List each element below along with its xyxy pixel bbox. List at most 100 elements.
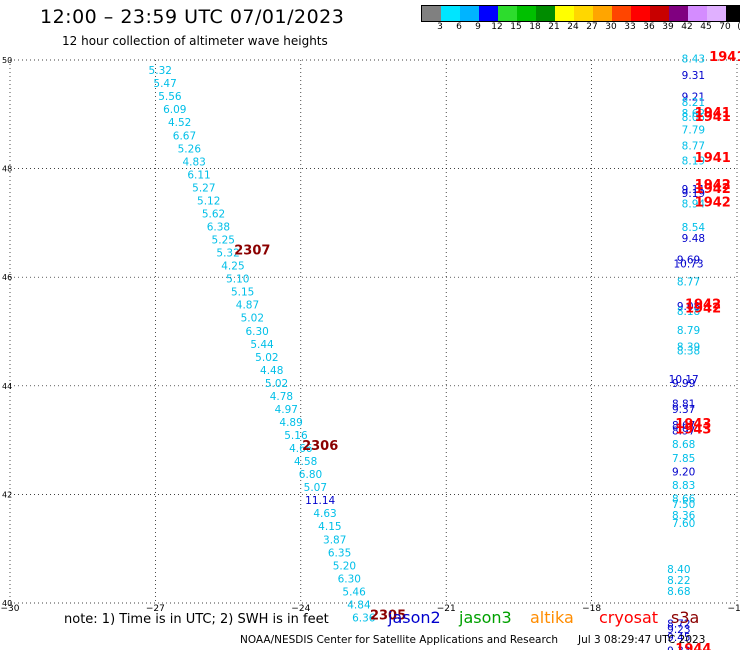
- colorbar-label: 9: [475, 22, 481, 32]
- y-tick-label: 46: [2, 273, 12, 282]
- wave-height-value: 6.36: [352, 612, 376, 624]
- pass-time-label: 1941: [695, 106, 731, 121]
- satellite-legend-cryosat: cryosat: [599, 608, 659, 627]
- wave-height-value: 6.11: [187, 169, 210, 181]
- wave-height-value: 9.23: [667, 624, 690, 636]
- colorbar-label: 45: [700, 22, 712, 32]
- wave-height-value: 9.45: [667, 632, 690, 644]
- wave-height-value: 7.50: [672, 499, 695, 511]
- wave-height-value: 4.78: [270, 391, 293, 403]
- wave-height-value: 5.02: [255, 352, 278, 364]
- wave-height-value: 10.17: [669, 374, 699, 386]
- colorbar-swatch: #ffd700: [574, 6, 593, 21]
- wave-height-value: 4.66: [289, 443, 313, 455]
- wave-height-value: 8.18: [677, 306, 700, 318]
- colorbar-label: 70: [719, 22, 731, 32]
- wave-height-value: 4.63: [313, 508, 336, 520]
- colorbar-swatch: #ffff00: [555, 6, 574, 21]
- wave-height-value: 6.09: [163, 104, 186, 116]
- x-tick-label: −18: [582, 604, 601, 614]
- wave-height-value: 6.38: [207, 222, 230, 234]
- wave-height-value: 9.21: [682, 92, 705, 104]
- wave-height-value: 5.27: [192, 182, 215, 194]
- wave-height-value: 3.87: [323, 534, 346, 546]
- wave-height-value: 4.83: [182, 156, 205, 168]
- colorbar-swatch: #e0b0ff: [707, 6, 726, 21]
- wave-height-value: 8.68: [667, 586, 690, 598]
- pass-time-label: 1942: [695, 196, 731, 211]
- satellite-legend-jason3: jason3: [459, 608, 512, 627]
- pass-time-label: 1941: [695, 110, 731, 125]
- colorbar-swatch: #808080: [422, 6, 441, 21]
- wave-height-value: 4.89: [279, 417, 302, 429]
- colorbar-label: 27: [586, 22, 598, 32]
- wave-height-value: 8.22: [667, 575, 690, 587]
- colorbar-swatch: #ffa500: [593, 6, 612, 21]
- wave-height-value: 8.79: [677, 325, 700, 337]
- y-tick-label: 44: [2, 382, 12, 391]
- pass-time-label: 1943: [675, 423, 711, 438]
- pass-time-label: 1943: [675, 417, 711, 432]
- wave-height-value: 8.05: [682, 112, 705, 124]
- wave-height-value: 9.20: [672, 466, 695, 478]
- wave-height-value: 8.81: [672, 399, 695, 411]
- wave-height-value: 9.37: [672, 404, 695, 416]
- colorbar-label: 30: [605, 22, 617, 32]
- wave-height-value: 8.38: [677, 345, 700, 357]
- wave-height-value: 8.67: [672, 420, 695, 432]
- credit-text: NOAA/NESDIS Center for Satellite Applica…: [240, 634, 558, 646]
- wave-height-value: 8.36: [672, 510, 696, 522]
- wave-height-value: 8.83: [672, 480, 695, 492]
- colorbar-label: 42: [681, 22, 693, 32]
- colorbar-label: (ft): [737, 22, 740, 32]
- colorbar-swatch: #000000: [726, 6, 740, 21]
- colorbar-swatch: #0000ff: [479, 6, 498, 21]
- x-tick-label: −27: [146, 604, 165, 614]
- wave-height-value: 4.15: [318, 521, 341, 533]
- wave-height-value: 8.21: [682, 97, 705, 109]
- pass-time-label: 1941: [695, 151, 731, 166]
- pass-time-label: 2306: [302, 439, 338, 454]
- satellite-legend-jason2: jason2: [388, 608, 441, 627]
- wave-height-value: 4.97: [275, 404, 298, 416]
- wave-height-value: 9.31: [682, 70, 705, 82]
- wave-height-value: 4.25: [221, 261, 244, 273]
- wave-height-value: 8.43: [682, 54, 705, 66]
- wave-height-value: 8.94: [682, 199, 706, 211]
- colorbar-swatch: #2ddc2d: [498, 6, 517, 21]
- y-tick-label: 40: [2, 599, 12, 608]
- wave-height-value: 9.48: [682, 233, 705, 245]
- wave-height-value: 5.46: [342, 586, 366, 598]
- wave-height-value: 9.69: [677, 255, 700, 267]
- colorbar-label: 6: [456, 22, 462, 32]
- wave-height-value: 5.20: [333, 560, 356, 572]
- wave-height-value: 4.84: [347, 599, 371, 611]
- colorbar-label: 15: [510, 22, 522, 32]
- wave-height-value: 8.66: [672, 494, 696, 506]
- satellite-legend-altika: altika: [530, 608, 574, 627]
- pass-time-label: 1942: [685, 298, 721, 313]
- wave-height-value: 11.14: [305, 495, 335, 507]
- colorbar-label: 39: [662, 22, 674, 32]
- pass-time-label: 2307: [234, 243, 270, 258]
- x-tick-label: −24: [291, 604, 310, 614]
- y-tick-label: 50: [2, 56, 12, 65]
- page-subtitle: 12 hour collection of altimeter wave hei…: [62, 34, 328, 48]
- colorbar-swatch: #ff4500: [612, 6, 631, 21]
- y-tick-label: 48: [2, 165, 12, 174]
- wave-height-value: 8.39: [677, 342, 700, 354]
- wave-height-value: 8.62: [682, 108, 705, 120]
- wave-height-value: 9.99: [672, 378, 695, 390]
- wave-height-value: 5.62: [202, 208, 225, 220]
- wave-height-value: 7.79: [682, 124, 705, 136]
- wave-height-value: 8.68: [672, 439, 695, 451]
- colorbar: #808080#00e5ff#00b4ff#0000ff#2ddc2d#00c0…: [421, 5, 740, 22]
- wave-height-value: 5.47: [153, 78, 176, 90]
- colorbar-swatch: #ff0000: [631, 6, 650, 21]
- wave-height-value: 8.77: [677, 276, 700, 288]
- colorbar-swatch: #800080: [669, 6, 688, 21]
- pass-time-label: 1941: [709, 50, 740, 65]
- wave-height-value: 5.16: [284, 430, 308, 442]
